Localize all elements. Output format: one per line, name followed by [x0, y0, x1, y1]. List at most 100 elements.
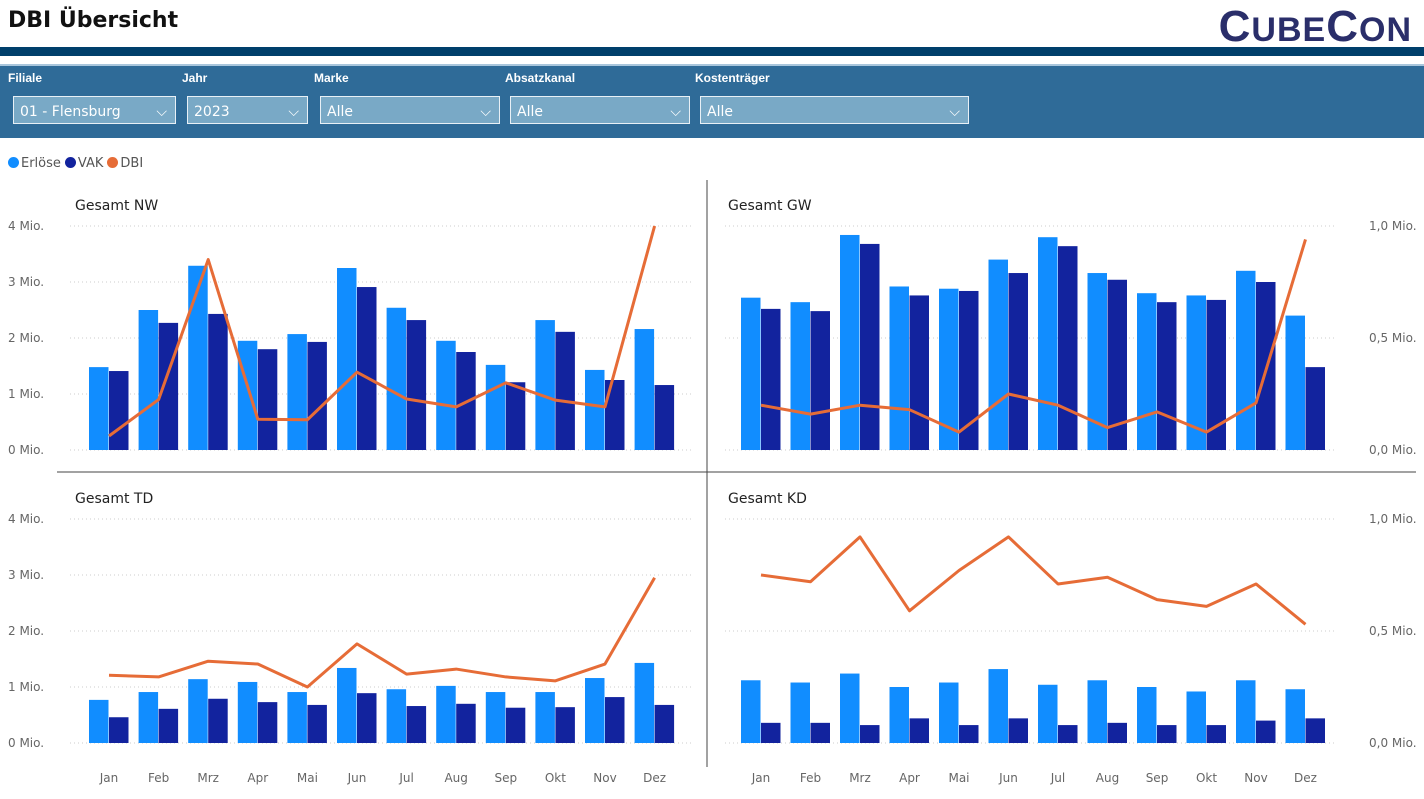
jahr-dropdown[interactable]: 2023 ⌵ [187, 96, 308, 124]
header-band [0, 47, 1424, 56]
bar-vak [1305, 718, 1325, 743]
bar-erloese [1087, 273, 1107, 450]
legend-item-vak[interactable]: VAK [64, 156, 103, 171]
bar-vak [505, 707, 526, 743]
bar-vak [860, 725, 880, 743]
axis-tick-label: 4 Mio. [8, 512, 44, 526]
chart-title: Gesamt NW [75, 198, 158, 214]
bar-erloese [1236, 270, 1256, 450]
bar-erloese [939, 682, 959, 743]
bar-vak [1157, 725, 1177, 743]
filter-label-jahr: Jahr [182, 71, 208, 85]
bar-vak [1058, 246, 1078, 450]
bar-erloese [287, 334, 307, 450]
axis-tick-label: 1,0 Mio. [1369, 219, 1417, 233]
bar-vak [959, 290, 979, 450]
bar-vak [208, 698, 228, 743]
kostentraeger-value: Alle [707, 104, 733, 120]
bar-erloese [1137, 687, 1157, 743]
bar-erloese [1285, 315, 1305, 450]
bar-vak [1107, 279, 1127, 450]
axis-tick-label: 3 Mio. [8, 275, 44, 289]
kostentraeger-dropdown[interactable]: Alle ⌵ [700, 96, 969, 124]
bar-erloese [634, 662, 655, 743]
filter-label-kostentraeger: Kostenträger [695, 71, 770, 85]
page-title: DBI Übersicht [8, 8, 179, 33]
bar-erloese [287, 692, 307, 743]
chart-title: Gesamt TD [75, 491, 153, 507]
bar-erloese [790, 302, 810, 450]
x-tick-label: Mai [297, 771, 318, 785]
x-tick-label: Sep [494, 771, 517, 785]
bar-vak [158, 708, 179, 743]
bar-vak [1107, 722, 1127, 743]
bar-vak [357, 287, 377, 450]
marke-value: Alle [327, 104, 353, 120]
bar-vak [555, 331, 575, 450]
x-tick-label: Feb [148, 771, 169, 785]
chevron-down-icon: ⌵ [156, 104, 167, 120]
axis-tick-label: 0,5 Mio. [1369, 331, 1417, 345]
bar-erloese [1186, 691, 1206, 743]
x-tick-label: Mrz [849, 771, 871, 785]
filter-label-filiale: Filiale [8, 71, 43, 85]
chevron-down-icon: ⌵ [949, 104, 960, 120]
x-tick-label: Mai [948, 771, 969, 785]
bar-erloese [89, 367, 109, 450]
filter-label-absatzkanal: Absatzkanal [505, 71, 576, 85]
bar-erloese [138, 310, 159, 450]
x-tick-label: Jan [751, 771, 771, 785]
x-tick-label: Jun [998, 771, 1018, 785]
bar-vak [208, 313, 228, 450]
axis-tick-label: 1,0 Mio. [1369, 512, 1417, 526]
axis-tick-label: 1 Mio. [8, 387, 44, 401]
bar-vak [1008, 718, 1028, 743]
filter-label-marke: Marke [314, 71, 349, 85]
x-tick-label: Nov [593, 771, 616, 785]
bar-vak [158, 322, 179, 450]
bar-erloese [1285, 689, 1305, 743]
x-tick-label: Nov [1244, 771, 1267, 785]
bar-erloese [535, 692, 555, 743]
jahr-value: 2023 [194, 104, 230, 120]
bar-vak [406, 706, 427, 743]
x-tick-label: Aug [444, 771, 467, 785]
chart-legend: Erlöse VAK DBI [8, 156, 143, 171]
bar-erloese [485, 364, 506, 450]
filiale-dropdown[interactable]: 01 - Flensburg ⌵ [13, 96, 176, 124]
bar-vak [109, 717, 129, 743]
dbi-line [760, 535, 1307, 626]
cubecon-logo: CUBECON [1218, 2, 1412, 51]
bar-vak [406, 320, 427, 450]
dbi-line [108, 577, 656, 689]
bar-vak [1008, 273, 1028, 450]
bar-vak [605, 380, 625, 450]
x-tick-label: Jun [347, 771, 367, 785]
bar-erloese [988, 259, 1008, 450]
bar-erloese [840, 673, 860, 743]
absatzkanal-dropdown[interactable]: Alle ⌵ [510, 96, 690, 124]
axis-tick-label: 4 Mio. [8, 219, 44, 233]
bar-erloese [337, 667, 357, 743]
bar-erloese [188, 679, 208, 743]
legend-item-dbi[interactable]: DBI [107, 156, 143, 171]
axis-tick-label: 2 Mio. [8, 331, 44, 345]
bar-erloese [337, 268, 357, 450]
bar-erloese [741, 680, 761, 743]
bar-vak [257, 349, 278, 450]
x-tick-label: Apr [247, 771, 268, 785]
x-tick-label: Mrz [197, 771, 219, 785]
axis-tick-label: 0 Mio. [8, 443, 44, 457]
marke-dropdown[interactable]: Alle ⌵ [320, 96, 500, 124]
chevron-down-icon: ⌵ [670, 104, 681, 120]
chevron-down-icon: ⌵ [480, 104, 491, 120]
bar-vak [654, 704, 675, 743]
bar-vak [959, 725, 979, 743]
dbi-line [760, 239, 1307, 434]
bar-vak [654, 385, 675, 450]
legend-item-erloese[interactable]: Erlöse [8, 156, 61, 171]
dbi-line [108, 225, 657, 438]
bar-erloese [634, 329, 655, 450]
bar-vak [860, 243, 880, 450]
x-tick-label: Dez [643, 771, 666, 785]
